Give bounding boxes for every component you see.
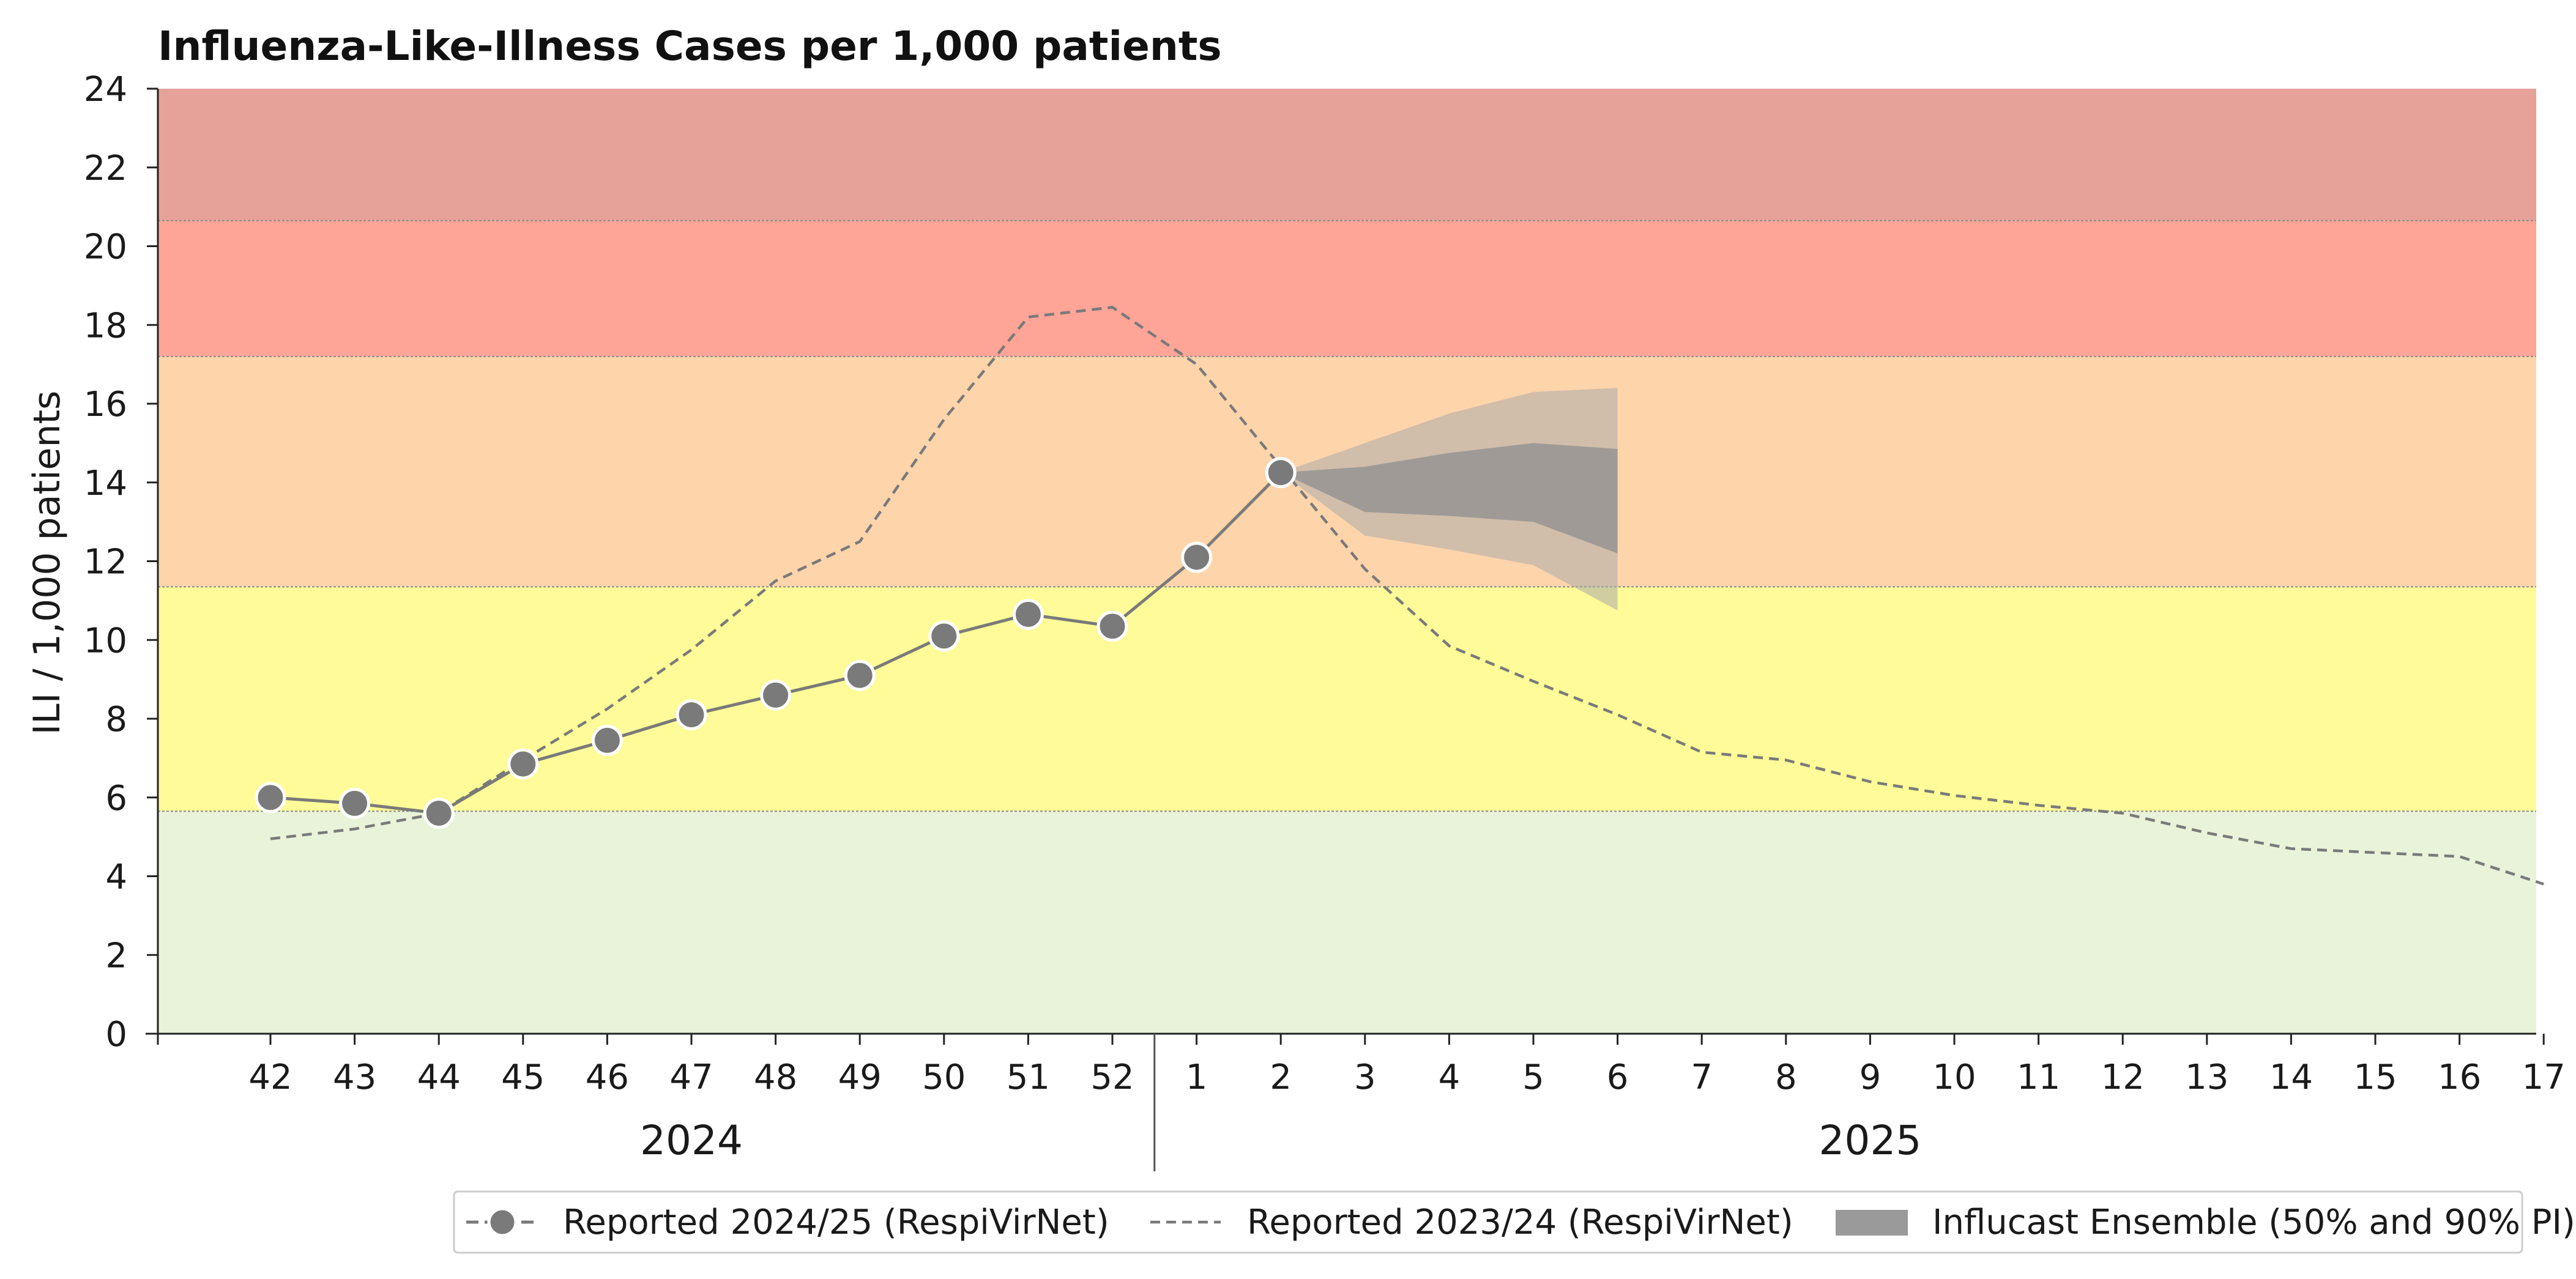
data-point-week-43 <box>339 787 371 819</box>
threshold-band-4 <box>158 89 2536 221</box>
x-tick-label-2: 2 <box>1270 1058 1292 1097</box>
y-tick-label-20: 20 <box>84 228 127 267</box>
data-point-week-48 <box>760 679 792 711</box>
x-tick-label-49: 49 <box>838 1058 882 1097</box>
x-tick-label-51: 51 <box>1007 1058 1050 1097</box>
x-tick-label-7: 7 <box>1691 1058 1713 1097</box>
data-point-week-47 <box>676 699 707 731</box>
threshold-band-3 <box>158 220 2536 357</box>
y-tick-label-24: 24 <box>84 70 127 109</box>
series-line-2023-24 <box>270 305 2544 886</box>
x-tick-label-14: 14 <box>2269 1058 2313 1097</box>
x-tick-label-5: 5 <box>1522 1058 1544 1097</box>
threshold-band-1 <box>158 587 2536 812</box>
y-tick-label-0: 0 <box>105 1015 127 1055</box>
x-tick-label-50: 50 <box>922 1058 966 1097</box>
data-point-week-44 <box>423 798 455 829</box>
data-point-week-51 <box>1012 598 1044 630</box>
data-point-week-50 <box>928 620 960 652</box>
x-tick-label-16: 16 <box>2438 1058 2481 1097</box>
forecast-layer <box>1281 388 1618 610</box>
legend-box <box>453 1190 2523 1254</box>
x-tick-label-9: 9 <box>1859 1058 1882 1097</box>
x-tick-label-42: 42 <box>248 1058 292 1097</box>
y-tick-label-4: 4 <box>105 858 127 897</box>
x-tick-label-4: 4 <box>1439 1058 1461 1097</box>
x-tick-label-17: 17 <box>2522 1058 2566 1097</box>
y-tick-label-12: 12 <box>84 543 127 582</box>
forecast-pi50-band <box>1281 443 1618 554</box>
legend-label-2024-25: Reported 2024/25 (RespiVirNet) <box>563 1203 1109 1242</box>
x-tick-label-48: 48 <box>754 1058 797 1097</box>
y-tick-label-16: 16 <box>84 385 127 424</box>
legend-label-2023-24: Reported 2023/24 (RespiVirNet) <box>1247 1203 1793 1242</box>
x-tick-label-43: 43 <box>333 1058 376 1097</box>
chart-title: Influenza-Like-Illness Cases per 1,000 p… <box>158 23 1222 70</box>
series-lines <box>255 305 2544 886</box>
y-tick-label-8: 8 <box>105 700 127 740</box>
x-tick-label-13: 13 <box>2185 1058 2228 1097</box>
x-tick-label-11: 11 <box>2017 1058 2060 1097</box>
x-tick-label-8: 8 <box>1775 1058 1797 1097</box>
y-tick-label-6: 6 <box>105 779 127 818</box>
legend-marker-2024-25 <box>487 1207 518 1237</box>
y-tick-label-22: 22 <box>84 149 127 188</box>
x-tick-label-6: 6 <box>1607 1058 1629 1097</box>
y-tick-label-2: 2 <box>105 936 127 976</box>
data-point-week-49 <box>844 659 876 691</box>
x-tick-label-44: 44 <box>417 1058 461 1097</box>
x-tick-label-47: 47 <box>669 1058 713 1097</box>
legend-label-forecast: Influcast Ensemble (50% and 90% PI) <box>1932 1203 2575 1242</box>
threshold-bands <box>158 89 2536 1034</box>
data-point-week-52 <box>1096 610 1128 642</box>
x-tick-label-45: 45 <box>501 1058 545 1097</box>
x-tick-label-3: 3 <box>1354 1058 1376 1097</box>
x-tick-label-52: 52 <box>1090 1058 1134 1097</box>
legend-swatch-forecast <box>1836 1210 1908 1236</box>
data-point-week-42 <box>255 782 286 814</box>
data-point-week-46 <box>591 724 623 756</box>
y-tick-label-14: 14 <box>84 464 127 503</box>
y-axis-title: ILI / 1,000 patients <box>26 391 69 735</box>
x-tick-label-10: 10 <box>1932 1058 1976 1097</box>
x-tick-label-15: 15 <box>2353 1058 2397 1097</box>
threshold-band-0 <box>158 811 2536 1034</box>
year-label-2024: 2024 <box>640 1117 743 1164</box>
data-point-week-45 <box>507 748 539 780</box>
data-point-week-2 <box>1265 457 1297 489</box>
x-tick-label-12: 12 <box>2101 1058 2145 1097</box>
x-tick-label-46: 46 <box>586 1058 629 1097</box>
year-label-2025: 2025 <box>1818 1117 1921 1164</box>
data-point-week-1 <box>1181 541 1213 573</box>
y-tick-label-18: 18 <box>84 306 127 346</box>
legend: Reported 2024/25 (RespiVirNet) Reported 2… <box>453 1190 2575 1254</box>
y-tick-label-10: 10 <box>84 621 127 661</box>
x-tick-label-1: 1 <box>1186 1058 1208 1097</box>
